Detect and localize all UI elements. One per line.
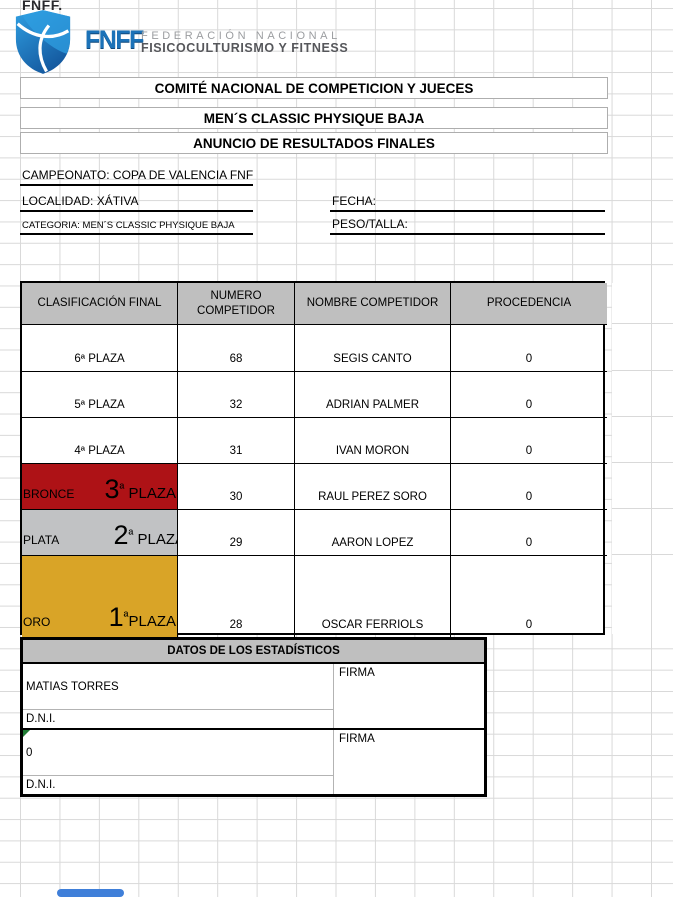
stats-block-2: 0 D.N.I. FIRMA — [23, 728, 484, 794]
stats-name-1[interactable]: MATIAS TORRES — [26, 680, 119, 693]
field-campeonato[interactable]: CAMPEONATO: COPA DE VALENCIA FNF — [20, 165, 253, 186]
stats-firma-1[interactable]: FIRMA — [339, 667, 375, 679]
logo-small-wordmark: FNFF. — [22, 0, 63, 13]
cell-procedencia-3[interactable]: 0 — [451, 464, 607, 510]
cell-plaza-2-plata[interactable]: PLATA 2ª PLAZA — [22, 510, 178, 556]
medal-label-plata: PLATA — [23, 533, 60, 547]
stats-name-2[interactable]: 0 — [26, 746, 33, 759]
cell-numero-3[interactable]: 30 — [178, 464, 295, 510]
logo-org-line1: FEDERACIÓN NACIONAL — [141, 30, 341, 42]
fnff-shield-logo-icon — [11, 9, 75, 80]
stats-firma-2[interactable]: FIRMA — [339, 733, 375, 745]
cell-plaza-4[interactable]: 4ª PLAZA — [22, 418, 178, 464]
cell-numero-5[interactable]: 32 — [178, 372, 295, 418]
cell-procedencia-2[interactable]: 0 — [451, 510, 607, 556]
title-category: MEN´S CLASSIC PHYSIQUE BAJA — [20, 107, 608, 129]
cell-plaza-1-oro[interactable]: ORO 1ªPLAZA — [22, 556, 178, 637]
medal-plaza-2: 2ª PLAZA — [113, 520, 177, 550]
medal-label-bronce: BRONCE — [23, 487, 75, 501]
title-committee: COMITÉ NACIONAL DE COMPETICION Y JUECES — [20, 77, 608, 99]
cell-plaza-3-bronze[interactable]: BRONCE 3ª PLAZA — [22, 464, 178, 510]
cell-nombre-2[interactable]: AARON LOPEZ — [295, 510, 451, 556]
cell-nombre-6[interactable]: SEGIS CANTO — [295, 325, 451, 372]
field-fecha[interactable]: FECHA: — [330, 191, 605, 212]
sheet-margin-gridlines — [612, 283, 673, 634]
title-announcement: ANUNCIO DE RESULTADOS FINALES — [20, 132, 608, 154]
cell-numero-2[interactable]: 29 — [178, 510, 295, 556]
cell-nombre-1[interactable]: OSCAR FERRIOLS — [295, 556, 451, 637]
field-localidad[interactable]: LOCALIDAD: XÁTIVA — [20, 191, 253, 212]
logo-wordmark: FNFF — [85, 26, 144, 54]
stats-dni-1[interactable]: D.N.I. — [23, 709, 333, 728]
col-header-numero: NUMERO COMPETIDOR — [178, 283, 295, 325]
results-table: CLASIFICACIÓN FINAL NUMERO COMPETIDOR NO… — [20, 281, 607, 637]
medal-plaza-3: 3ª PLAZA — [104, 474, 176, 504]
cell-numero-6[interactable]: 68 — [178, 325, 295, 372]
col-header-clasificacion: CLASIFICACIÓN FINAL — [22, 283, 178, 325]
cell-nombre-4[interactable]: IVAN MORON — [295, 418, 451, 464]
stats-block-1-left: MATIAS TORRES D.N.I. — [23, 664, 334, 728]
horizontal-scrollbar-thumb[interactable] — [57, 889, 124, 897]
col-header-nombre: NOMBRE COMPETIDOR — [295, 283, 451, 325]
cell-procedencia-6[interactable]: 0 — [451, 325, 607, 372]
cell-procedencia-5[interactable]: 0 — [451, 372, 607, 418]
cell-numero-1[interactable]: 28 — [178, 556, 295, 637]
stats-block-1: MATIAS TORRES D.N.I. FIRMA — [23, 664, 484, 728]
stats-block-2-left: 0 D.N.I. — [23, 730, 334, 794]
cell-nombre-3[interactable]: RAUL PEREZ SORO — [295, 464, 451, 510]
cell-numero-4[interactable]: 31 — [178, 418, 295, 464]
cell-plaza-6[interactable]: 6ª PLAZA — [22, 325, 178, 372]
col-header-procedencia: PROCEDENCIA — [451, 283, 607, 325]
medal-plaza-1: 1ªPLAZA — [108, 602, 176, 632]
stats-section-header: DATOS DE LOS ESTADÍSTICOS — [23, 640, 484, 664]
stats-section: DATOS DE LOS ESTADÍSTICOS MATIAS TORRES … — [20, 637, 487, 797]
excel-error-triangle-icon — [23, 730, 30, 737]
stats-dni-2[interactable]: D.N.I. — [23, 775, 333, 794]
field-peso-talla[interactable]: PESO/TALLA: — [330, 214, 605, 235]
medal-label-oro: ORO — [23, 615, 51, 629]
cell-procedencia-1[interactable]: 0 — [525, 619, 533, 631]
logo-org-line2: FISICOCULTURISMO Y FITNESS — [141, 41, 349, 55]
cell-nombre-5[interactable]: ADRIAN PALMER — [295, 372, 451, 418]
field-categoria[interactable]: CATEGORIA: MEN´S CLASSIC PHYSIQUE BAJA — [20, 214, 253, 235]
cell-plaza-5[interactable]: 5ª PLAZA — [22, 372, 178, 418]
cell-procedencia-4[interactable]: 0 — [451, 418, 607, 464]
